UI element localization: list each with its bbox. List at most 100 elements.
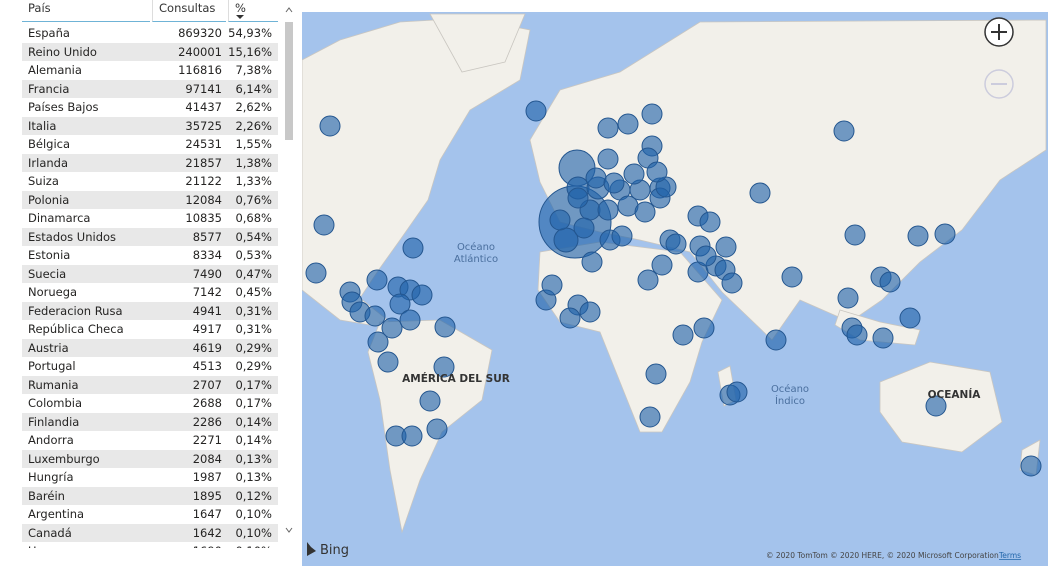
bubble[interactable] bbox=[585, 167, 607, 189]
scrollbar[interactable] bbox=[284, 0, 294, 548]
bubble[interactable] bbox=[567, 187, 589, 209]
bubble[interactable] bbox=[781, 266, 803, 288]
bubble[interactable] bbox=[1020, 455, 1042, 477]
bubble[interactable] bbox=[934, 223, 956, 245]
bubble[interactable] bbox=[844, 224, 866, 246]
cell-percent: 0,17% bbox=[235, 396, 272, 410]
bubble[interactable] bbox=[872, 327, 894, 349]
zoom-in-icon[interactable] bbox=[991, 24, 1007, 40]
cell-percent: 0,31% bbox=[235, 303, 272, 318]
scroll-thumb[interactable] bbox=[285, 22, 293, 140]
bubble[interactable] bbox=[411, 284, 433, 306]
bubble[interactable] bbox=[389, 293, 411, 315]
table-row: Colombia 2688 0,17% bbox=[22, 394, 278, 413]
cell-count: 8334 bbox=[192, 248, 222, 262]
bubble[interactable] bbox=[305, 262, 327, 284]
cell-country: Dinamarca bbox=[28, 211, 91, 225]
table-row: España 869320 54,93% bbox=[22, 24, 278, 43]
bubble[interactable] bbox=[879, 271, 901, 293]
table-row: Suecia 7490 0,47% bbox=[22, 264, 278, 283]
bubble[interactable] bbox=[721, 272, 743, 294]
bubble[interactable] bbox=[639, 406, 661, 428]
bubble[interactable] bbox=[695, 245, 717, 267]
bubble[interactable] bbox=[573, 217, 595, 239]
cell-count: 4941 bbox=[192, 303, 222, 318]
sort-arrow[interactable] bbox=[235, 14, 245, 20]
bubble[interactable] bbox=[559, 307, 581, 329]
bubble[interactable] bbox=[597, 117, 619, 139]
bubble[interactable] bbox=[597, 199, 619, 221]
bubble[interactable] bbox=[581, 251, 603, 273]
bubble[interactable] bbox=[597, 148, 619, 170]
bubble[interactable] bbox=[925, 395, 947, 417]
cell-count: 1895 bbox=[192, 488, 222, 503]
bubble[interactable] bbox=[611, 225, 633, 247]
bubble[interactable] bbox=[433, 356, 455, 378]
bubble[interactable] bbox=[715, 236, 737, 258]
bubble[interactable] bbox=[377, 351, 399, 373]
cell-percent: 0,29% bbox=[235, 340, 272, 355]
bubble[interactable] bbox=[426, 418, 448, 440]
terms-link[interactable]: Terms bbox=[998, 551, 1021, 560]
bubble[interactable] bbox=[833, 120, 855, 142]
scroll-down[interactable] bbox=[285, 527, 293, 533]
bubble[interactable] bbox=[907, 225, 929, 247]
bubble[interactable] bbox=[645, 363, 667, 385]
bubble[interactable] bbox=[699, 211, 721, 233]
bubble[interactable] bbox=[579, 301, 601, 323]
cell-count: 21857 bbox=[185, 155, 222, 170]
cell-country: Andorra bbox=[28, 433, 74, 447]
bubble[interactable] bbox=[367, 331, 389, 353]
copyright: © 2020 TomTom © 2020 HERE, © 2020 Micros… bbox=[766, 551, 999, 560]
bubble[interactable] bbox=[634, 201, 656, 223]
cell-count: 35725 bbox=[185, 118, 222, 133]
bubble[interactable] bbox=[899, 307, 921, 329]
cell-percent: 0,13% bbox=[235, 451, 272, 466]
table-row: Francia 97141 6,14% bbox=[22, 79, 278, 98]
cell-percent: 0,10% bbox=[235, 525, 272, 540]
cell-percent: 2,62% bbox=[235, 100, 272, 114]
bubble[interactable] bbox=[665, 233, 687, 255]
bubble[interactable] bbox=[549, 209, 571, 231]
bubble[interactable] bbox=[313, 214, 335, 236]
bubble[interactable] bbox=[846, 324, 868, 346]
bubble[interactable] bbox=[525, 100, 547, 122]
cell-percent: 0,76% bbox=[235, 192, 272, 207]
bubble[interactable] bbox=[617, 113, 639, 135]
cell-count: 116816 bbox=[178, 63, 222, 77]
bubble[interactable] bbox=[541, 274, 563, 296]
scroll-up[interactable] bbox=[285, 7, 293, 13]
cell-country: Federacion Rusa bbox=[28, 303, 123, 318]
bubble[interactable] bbox=[641, 103, 663, 125]
bubble[interactable] bbox=[726, 381, 748, 403]
zoom-out[interactable] bbox=[984, 69, 1014, 99]
bubble[interactable] bbox=[837, 287, 859, 309]
table-row: Finlandia 2286 0,14% bbox=[22, 412, 278, 431]
bubble[interactable] bbox=[319, 115, 341, 137]
bubble[interactable] bbox=[401, 425, 423, 447]
bubbles bbox=[305, 100, 1042, 477]
cell-percent: 0,13% bbox=[235, 470, 272, 484]
cell-country: Canadá bbox=[28, 525, 72, 540]
bubble[interactable] bbox=[434, 316, 456, 338]
cell-country: Estados Unidos bbox=[28, 229, 117, 244]
table: País Consultas% España 869320 54,93% Reino Un… bbox=[22, 0, 278, 548]
bubble[interactable] bbox=[693, 317, 715, 339]
bubble[interactable] bbox=[419, 390, 441, 412]
cell-count: 21122 bbox=[185, 174, 222, 188]
bubble[interactable] bbox=[749, 182, 771, 204]
bubble[interactable] bbox=[366, 269, 388, 291]
bubble[interactable] bbox=[364, 305, 386, 327]
bubble[interactable] bbox=[623, 163, 645, 185]
cell-count: 1642 bbox=[192, 525, 222, 540]
bubble[interactable] bbox=[637, 269, 659, 291]
bubble[interactable] bbox=[399, 309, 421, 331]
bubble[interactable] bbox=[381, 317, 403, 339]
bubble[interactable] bbox=[651, 254, 673, 276]
map[interactable]: Océano Atlántico AMÉRICA DEL SUR Océano … bbox=[302, 12, 1048, 566]
bubble[interactable] bbox=[646, 161, 668, 183]
bubble[interactable] bbox=[603, 172, 625, 194]
bubble[interactable] bbox=[765, 329, 787, 351]
bubble[interactable] bbox=[402, 237, 424, 259]
bubble[interactable] bbox=[672, 324, 694, 346]
